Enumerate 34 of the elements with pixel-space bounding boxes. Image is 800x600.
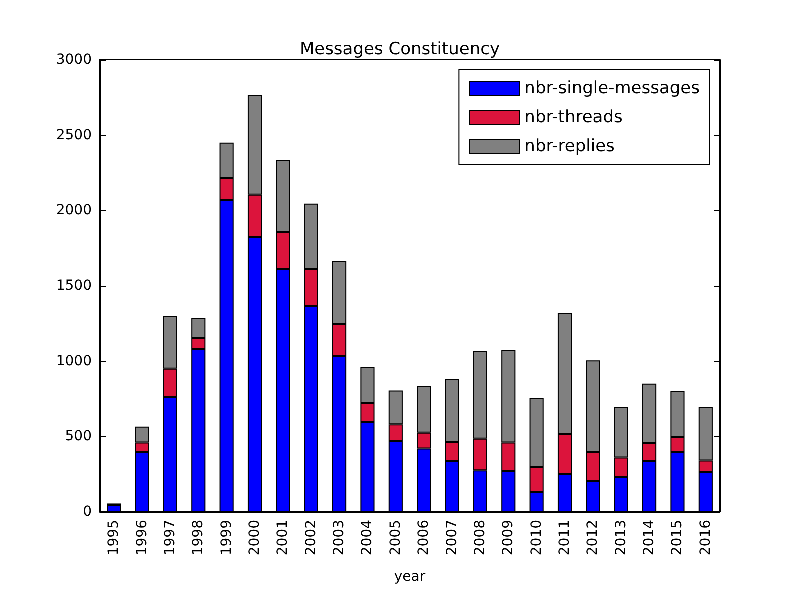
x-tick-label: 2009 xyxy=(500,520,517,556)
x-tick-label: 2015 xyxy=(670,520,686,556)
legend-label: nbr-threads xyxy=(524,108,624,128)
x-tick-label: 2008 xyxy=(472,520,488,556)
x-tick-label: 1995 xyxy=(106,520,122,556)
y-tick-label: 500 xyxy=(65,428,92,445)
y-tick-label: 0 xyxy=(83,504,92,520)
x-tick-label: 2007 xyxy=(444,520,460,556)
x-tick-label: 1997 xyxy=(162,520,178,556)
legend-label: nbr-single-messages xyxy=(524,78,700,98)
x-tick-label: 2003 xyxy=(332,520,348,556)
legend-label: nbr-replies xyxy=(524,136,616,156)
x-tick-label: 2011 xyxy=(557,520,573,556)
x-tick-label: 2000 xyxy=(247,520,263,556)
x-tick-label: 1998 xyxy=(190,520,207,556)
y-tick-label: 3000 xyxy=(56,52,92,68)
x-tick-label: 2001 xyxy=(275,520,292,556)
x-tick-label: 2006 xyxy=(416,520,432,556)
x-tick-label: 2004 xyxy=(360,520,376,556)
x-axis-title: year xyxy=(394,569,426,585)
x-tick-label: 2010 xyxy=(528,520,545,556)
x-tick-label: 2002 xyxy=(303,520,320,556)
x-tick-label: 1996 xyxy=(134,520,150,556)
x-tick-label: 2005 xyxy=(388,520,404,556)
x-tick-label: 2014 xyxy=(642,520,658,556)
chart-title: Messages Constituency xyxy=(300,40,500,60)
x-tick-label: 2012 xyxy=(585,520,602,556)
x-tick-label: 1999 xyxy=(218,520,235,556)
y-tick-label: 2500 xyxy=(56,127,92,144)
y-tick-label: 1000 xyxy=(56,353,92,370)
y-tick-label: 1500 xyxy=(56,278,92,294)
x-tick-label: 2016 xyxy=(698,520,714,556)
y-tick-label: 2000 xyxy=(56,202,92,219)
x-tick-label: 2013 xyxy=(613,520,630,556)
